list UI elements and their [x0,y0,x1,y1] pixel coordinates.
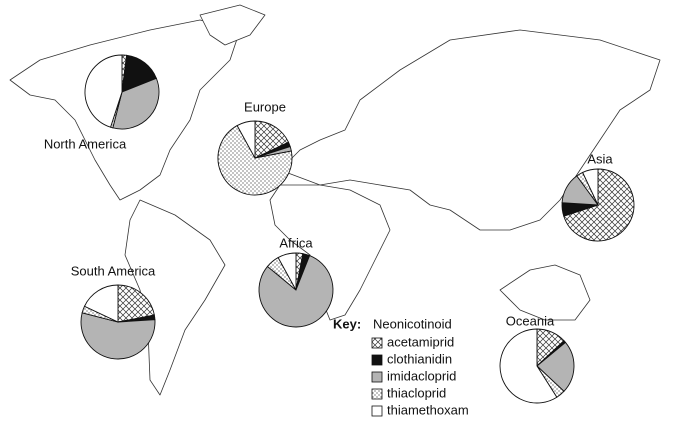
legend-label: acetamiprid [387,334,454,349]
continents [9,4,661,396]
pie-title: Europe [244,99,286,114]
pie-slice [536,341,575,392]
pie-slice [117,284,155,323]
pie-title: North America [44,136,127,151]
pie-slice [499,328,558,404]
legend-swatch [371,371,383,383]
pie-slice [236,120,256,159]
pie-slice [80,312,156,360]
legend-label: thiamethoxam [387,402,469,417]
legend-label: imidacloprid [387,368,456,383]
legend-swatch [371,388,383,400]
pie-slice [277,252,297,291]
legend-label: thiacloprid [387,385,446,400]
legend-swatch [371,337,383,349]
legend-swatch [371,405,383,417]
pie-title: Africa [279,235,313,250]
pie-slice [258,255,334,328]
legend-label: clothianidin [387,351,452,366]
key-label: Key: [333,316,361,331]
pie-title: Oceania [506,313,555,328]
pie-slice [582,168,599,206]
legend-swatch [371,354,383,366]
pie-title: South America [71,263,156,278]
pie-slice [563,168,635,242]
pie-slice [83,284,119,323]
pie-slice [84,54,123,128]
pie-slice [112,77,160,130]
pie-title: Asia [587,151,613,166]
pie-slice [254,120,290,159]
key-title: Neonicotinoid [373,316,452,331]
pie-slice [217,124,293,196]
